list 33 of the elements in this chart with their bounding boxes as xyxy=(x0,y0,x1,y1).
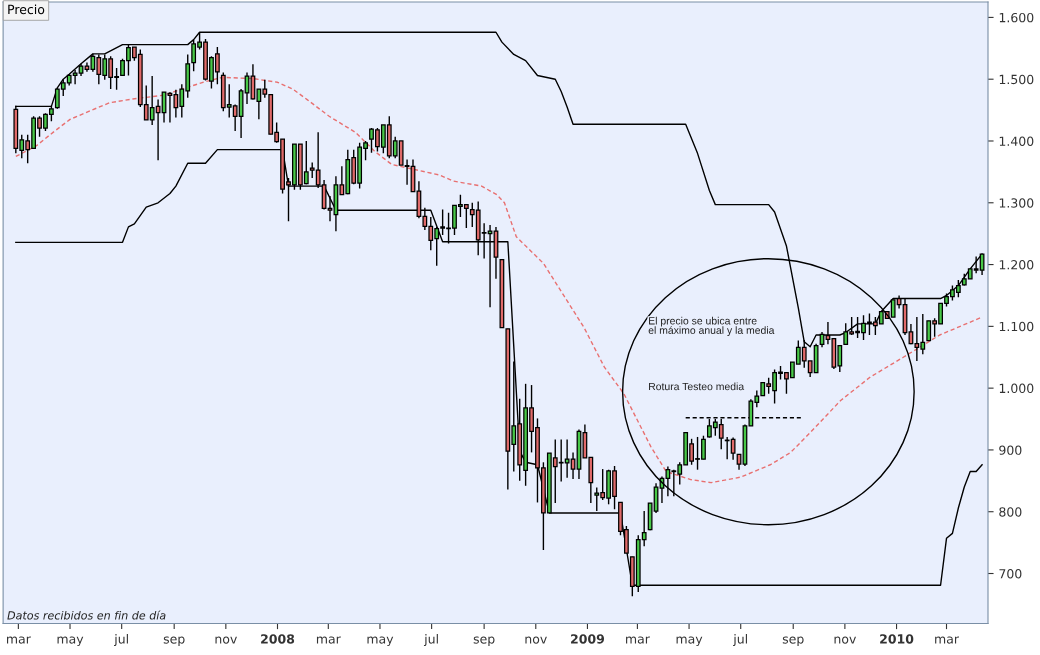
y-tick-label: 1.000 xyxy=(999,383,1034,394)
chart-title: Precio xyxy=(8,4,45,15)
y-tick-label: 800 xyxy=(999,507,1022,517)
x-tick-label: mar xyxy=(626,636,650,644)
y-tick-label: 1.500 xyxy=(999,74,1034,85)
x-tick-label: may xyxy=(676,636,703,647)
x-tick-label: nov xyxy=(215,636,237,644)
y-tick-label: 1.200 xyxy=(999,260,1034,270)
x-tick-label: 2008 xyxy=(261,634,295,644)
y-tick-label: 900 xyxy=(999,445,1022,455)
x-tick-label: nov xyxy=(834,636,856,644)
y-tick-label: 1.300 xyxy=(999,198,1034,208)
annotation: Rotura Testeo media xyxy=(649,382,745,391)
y-tick-label: 1.600 xyxy=(999,12,1034,23)
x-tick-label: sep xyxy=(782,636,804,647)
x-tick-label: jul xyxy=(114,633,128,647)
y-tick-label: 700 xyxy=(999,568,1022,579)
y-tick-label: 1.400 xyxy=(999,136,1034,146)
x-tick-label: mar xyxy=(316,636,341,644)
x-tick-label: nov xyxy=(525,636,547,644)
x-tick-label: jul xyxy=(423,633,438,647)
x-tick-label: sep xyxy=(163,636,185,647)
annotation: El precio se ubica entre el máximo anual y la media xyxy=(648,316,775,337)
x-tick-label: may xyxy=(367,636,394,647)
y-tick-label: 1.100 xyxy=(999,321,1034,332)
x-tick-label: 2010 xyxy=(880,634,914,644)
annotation: Datos recibidos en fin de día xyxy=(7,610,166,620)
x-tick-label: may xyxy=(57,636,84,647)
x-tick-label: jul xyxy=(733,633,747,647)
x-tick-label: mar xyxy=(935,636,959,644)
x-tick-label: sep xyxy=(473,636,495,647)
x-tick-label: 2009 xyxy=(571,634,605,644)
x-tick-label: mar xyxy=(7,636,31,644)
